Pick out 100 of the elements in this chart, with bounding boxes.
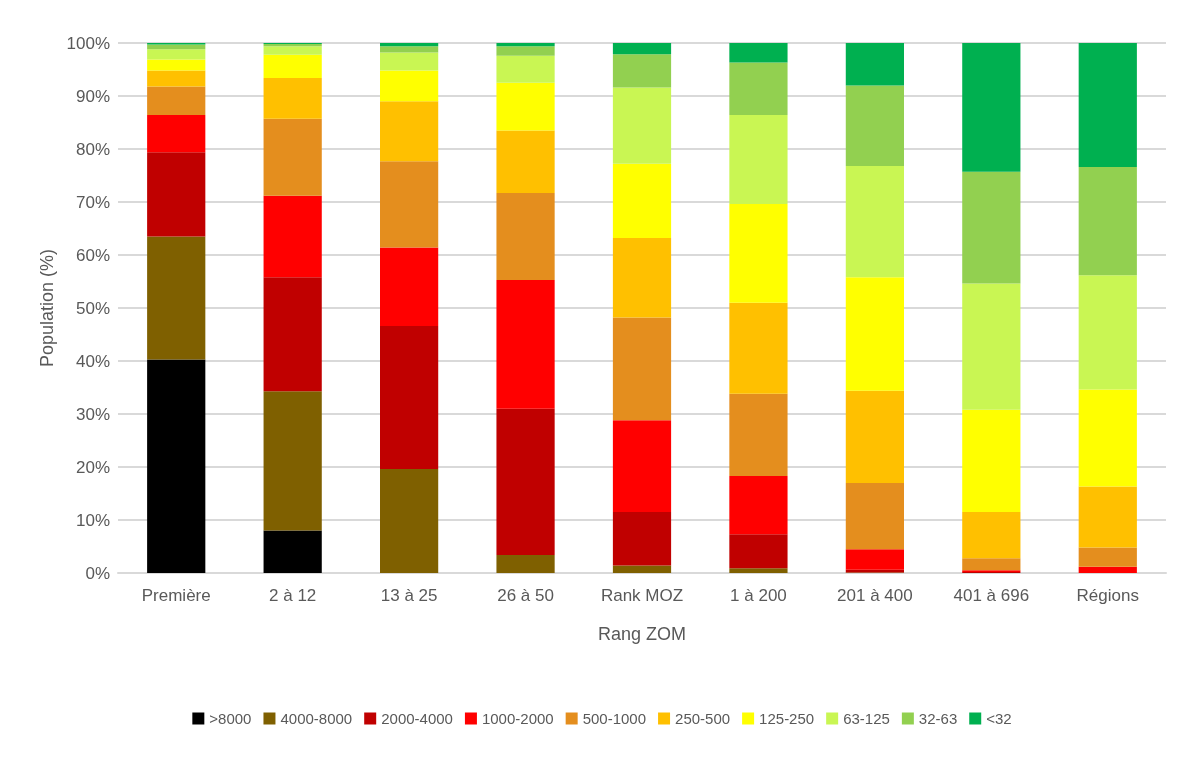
legend-label: <32 (986, 710, 1012, 727)
bar (147, 70, 206, 87)
x-tick-label: 401 à 696 (953, 586, 1030, 605)
bar (496, 55, 555, 83)
legend-label: 63-125 (843, 710, 890, 727)
bar (612, 565, 672, 573)
bar (962, 171, 1021, 284)
bar (147, 49, 206, 60)
bar (962, 409, 1021, 513)
bar (612, 512, 672, 566)
bar (845, 549, 904, 570)
bar (147, 359, 206, 573)
bar (496, 408, 555, 555)
y-tick-label: 90% (75, 86, 110, 106)
legend-label: 32-63 (918, 710, 958, 727)
legend-label: 4000-8000 (280, 710, 353, 727)
bar (612, 238, 672, 318)
y-tick-label: 100% (66, 33, 110, 53)
bar (612, 317, 672, 421)
y-tick-label: 60% (75, 245, 110, 265)
bar (263, 54, 322, 78)
bar (729, 476, 788, 535)
bar (729, 115, 788, 205)
bar (380, 469, 439, 573)
bar (147, 152, 206, 237)
x-tick-label: 1 à 200 (730, 586, 787, 605)
bar (729, 302, 788, 394)
x-tick-label: Première (141, 586, 211, 605)
legend-label: 500-1000 (582, 710, 647, 727)
bar (380, 247, 439, 327)
y-tick-label: 10% (75, 510, 110, 530)
bar (1078, 566, 1137, 573)
bar (962, 558, 1021, 571)
legend-label: 1000-2000 (481, 710, 554, 727)
bar (380, 43, 439, 47)
bar (380, 70, 439, 102)
bar (612, 43, 672, 55)
bar (729, 568, 788, 573)
bar (380, 161, 439, 248)
bar (729, 43, 788, 63)
x-tick-label: 201 à 400 (837, 586, 913, 605)
bar (263, 77, 322, 119)
bar (1078, 389, 1137, 487)
bar (263, 195, 322, 278)
bar (845, 85, 904, 166)
bar (263, 530, 322, 573)
bar (263, 46, 322, 55)
bar (147, 59, 206, 71)
x-tick-label: 2 à 12 (269, 586, 317, 605)
bar (612, 87, 672, 164)
bar (263, 118, 322, 196)
x-tick-label: Régions (1076, 586, 1139, 605)
y-tick-label: 0% (85, 563, 110, 583)
legend-label: >8000 (209, 710, 252, 727)
bar (729, 62, 788, 116)
bar (612, 54, 672, 88)
bar (729, 534, 788, 569)
bar (729, 393, 788, 477)
y-tick-label: 40% (75, 351, 110, 371)
bar (496, 279, 555, 409)
bar (496, 192, 555, 280)
bar (1078, 547, 1137, 567)
bar (380, 101, 439, 162)
bar (612, 163, 672, 239)
bar (845, 165, 904, 278)
bar (1078, 43, 1137, 168)
y-tick-label: 80% (75, 139, 110, 159)
x-axis-title: Rang ZOM (597, 624, 687, 644)
bar (380, 326, 439, 470)
x-tick-label: 26 à 50 (497, 586, 554, 605)
bar (496, 82, 555, 131)
bar (147, 86, 206, 116)
bar (263, 277, 322, 392)
bar (1078, 167, 1137, 276)
bar (845, 277, 904, 391)
legend-label: 125-250 (759, 710, 815, 727)
legend-label: 2000-4000 (381, 710, 453, 727)
y-tick-label: 50% (75, 298, 110, 318)
bar (962, 512, 1021, 559)
bar (962, 283, 1021, 410)
legend-label: 250-500 (675, 710, 731, 727)
y-tick-label: 30% (75, 404, 110, 424)
bar (612, 420, 672, 513)
bar (845, 390, 904, 483)
bar (496, 43, 555, 47)
bar (147, 236, 206, 360)
bar (380, 52, 439, 71)
bar (496, 46, 555, 56)
bar (263, 391, 322, 531)
x-tick-label: Rank MOZ (600, 586, 684, 605)
bar (380, 46, 439, 53)
y-tick-label: 70% (75, 192, 110, 212)
bar (729, 204, 788, 303)
y-axis-title: Population (%) (36, 248, 57, 368)
bar (962, 43, 1021, 172)
bar (147, 115, 206, 153)
bar (845, 43, 904, 86)
bar (496, 130, 555, 193)
bar (1078, 275, 1137, 390)
bar (496, 554, 555, 573)
